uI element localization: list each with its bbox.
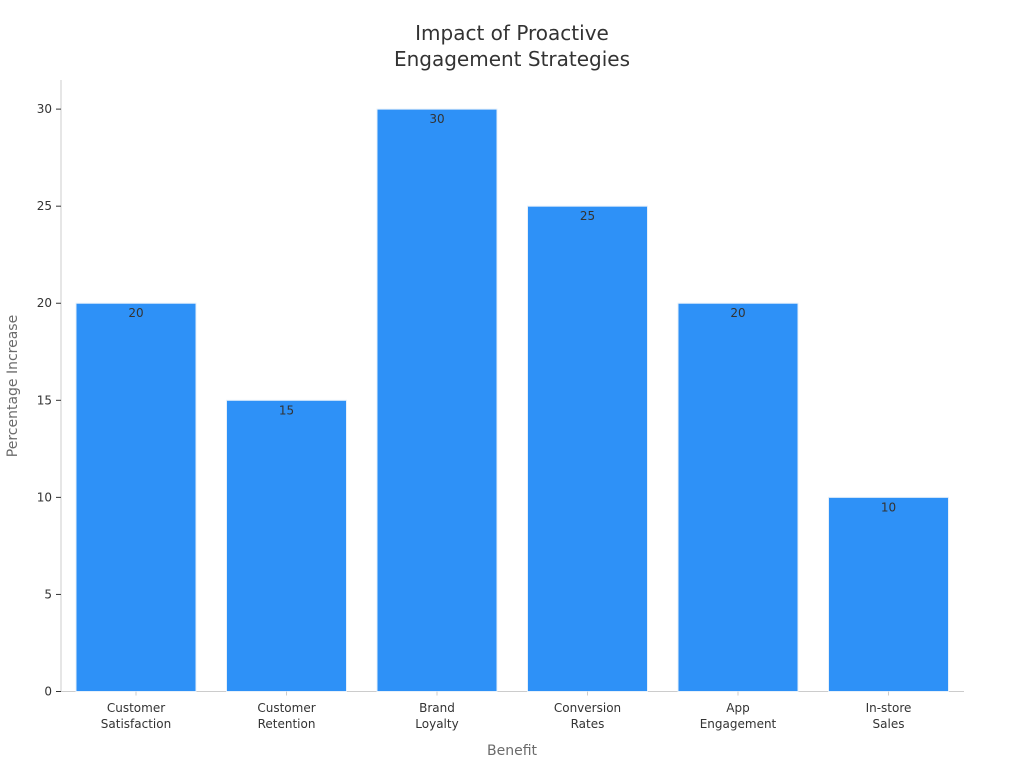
x-tick-label: Customer: [257, 701, 315, 715]
x-tick-label: Conversion: [554, 701, 621, 715]
x-tick-label: Engagement: [700, 717, 777, 731]
x-tick-label: App: [726, 701, 749, 715]
y-tick-label: 0: [44, 685, 52, 699]
bar-value-label: 30: [429, 112, 444, 126]
bar-value-label: 25: [580, 209, 595, 223]
bar: [527, 205, 648, 693]
x-tick-label: Brand: [419, 701, 455, 715]
plot-area: 0 5 10 15 20 25 30 20 Customer Satisfaction 15 Cust…: [37, 80, 964, 731]
x-axis-label: Benefit: [487, 743, 538, 759]
x-tick-label: Rates: [571, 717, 605, 731]
bar: [226, 399, 347, 692]
y-tick-label: 10: [37, 490, 52, 504]
bar-value-label: 20: [128, 306, 143, 320]
y-tick-label: 20: [37, 296, 52, 310]
bar: [75, 302, 197, 692]
y-tick-label: 15: [37, 393, 52, 407]
x-tick-label: Retention: [258, 717, 316, 731]
x-tick-label: Sales: [873, 717, 905, 731]
x-tick-label: Customer: [107, 701, 165, 715]
bar-value-label: 15: [279, 403, 294, 417]
chart-title-line-2: Engagement Strategies: [394, 47, 630, 71]
x-tick-label: In-store: [866, 701, 912, 715]
y-axis-label: Percentage Increase: [5, 315, 21, 457]
y-tick-label: 30: [37, 102, 52, 116]
bar: [828, 496, 949, 692]
y-tick-label: 5: [44, 587, 52, 601]
bar: [376, 108, 498, 693]
bar-value-label: 20: [730, 306, 745, 320]
y-tick-label: 25: [37, 199, 52, 213]
chart-title-line-1: Impact of Proactive: [415, 21, 609, 45]
x-tick-label: Loyalty: [415, 717, 458, 731]
bar-value-label: 10: [881, 500, 896, 514]
x-tick-label: Satisfaction: [101, 717, 171, 731]
bar: [677, 302, 799, 692]
